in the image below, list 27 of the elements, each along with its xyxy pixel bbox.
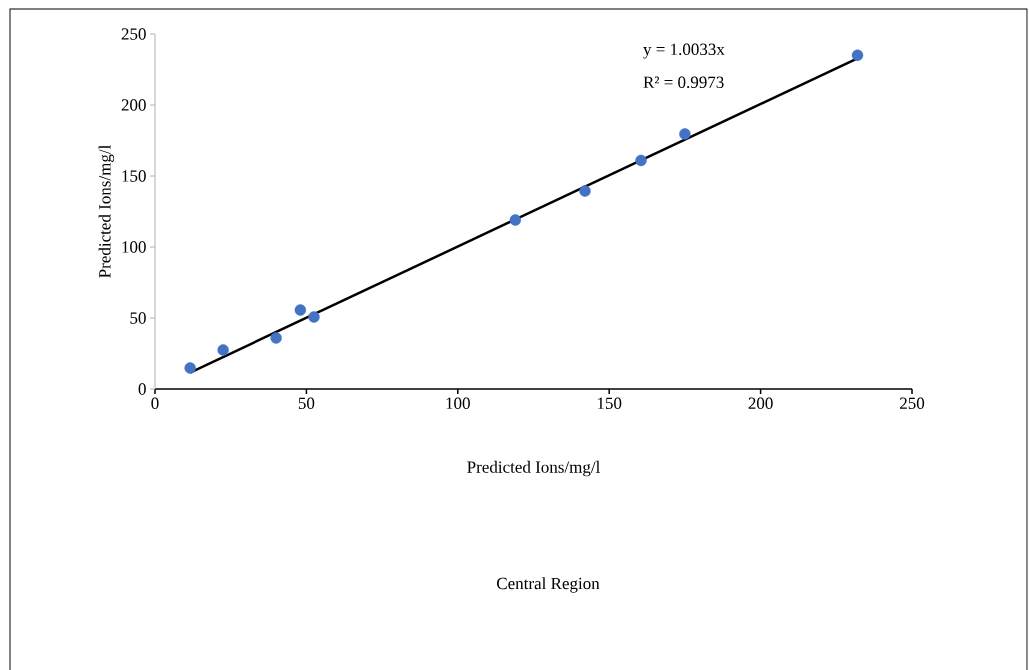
point — [217, 344, 229, 356]
y-tick-label: 150 — [122, 170, 146, 182]
point — [184, 362, 196, 374]
point — [851, 49, 864, 61]
x-tick-label: 0 — [151, 397, 159, 410]
y-tick-label: 250 — [121, 28, 146, 40]
x-axis-title: Predicted Ions/mg/l — [467, 460, 600, 477]
y-axis-title: Predicted Ions/mg/l — [98, 145, 115, 278]
y-tick-label: 50 — [130, 312, 146, 324]
x-tick-label: 250 — [900, 397, 925, 410]
x-tick-label: 100 — [446, 397, 470, 410]
text: Central Region — [497, 577, 600, 593]
point — [294, 304, 307, 316]
y-tick-label: 200 — [121, 99, 146, 111]
y-tick-label: 0 — [138, 383, 146, 395]
annotation: y = 1.0033x — [643, 43, 725, 59]
point — [509, 214, 522, 226]
x-tick-label: 150 — [597, 397, 622, 410]
x-tick-label: 50 — [298, 397, 315, 410]
annotation: R² = 0.9973 — [643, 76, 724, 89]
point — [679, 128, 691, 140]
point — [308, 311, 320, 323]
y-tick-label: 100 — [122, 241, 146, 253]
point — [579, 185, 591, 197]
point — [635, 154, 647, 167]
point — [270, 332, 282, 344]
x-tick-label: 200 — [748, 397, 773, 410]
